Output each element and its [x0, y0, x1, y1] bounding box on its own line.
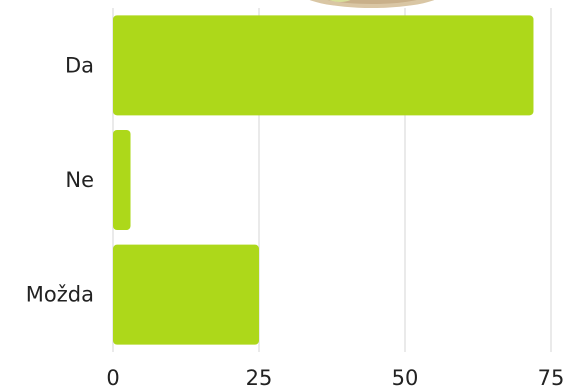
x-tick-label: 75: [538, 366, 565, 389]
bar-da: [113, 15, 534, 116]
category-label: Da: [65, 53, 94, 77]
bars: [113, 15, 534, 345]
top-decoration-image: [309, 0, 435, 8]
x-tick-labels: 0 25 50 75: [106, 366, 564, 389]
category-label: Ne: [65, 168, 94, 192]
category-label: Možda: [26, 283, 94, 307]
x-tick-label: 50: [392, 366, 419, 389]
x-tick-label: 0: [106, 366, 119, 389]
x-tick-label: 25: [246, 366, 273, 389]
category-labels: Da Ne Možda: [26, 53, 94, 306]
bar-možda: [113, 244, 259, 345]
bar-ne: [113, 130, 131, 230]
